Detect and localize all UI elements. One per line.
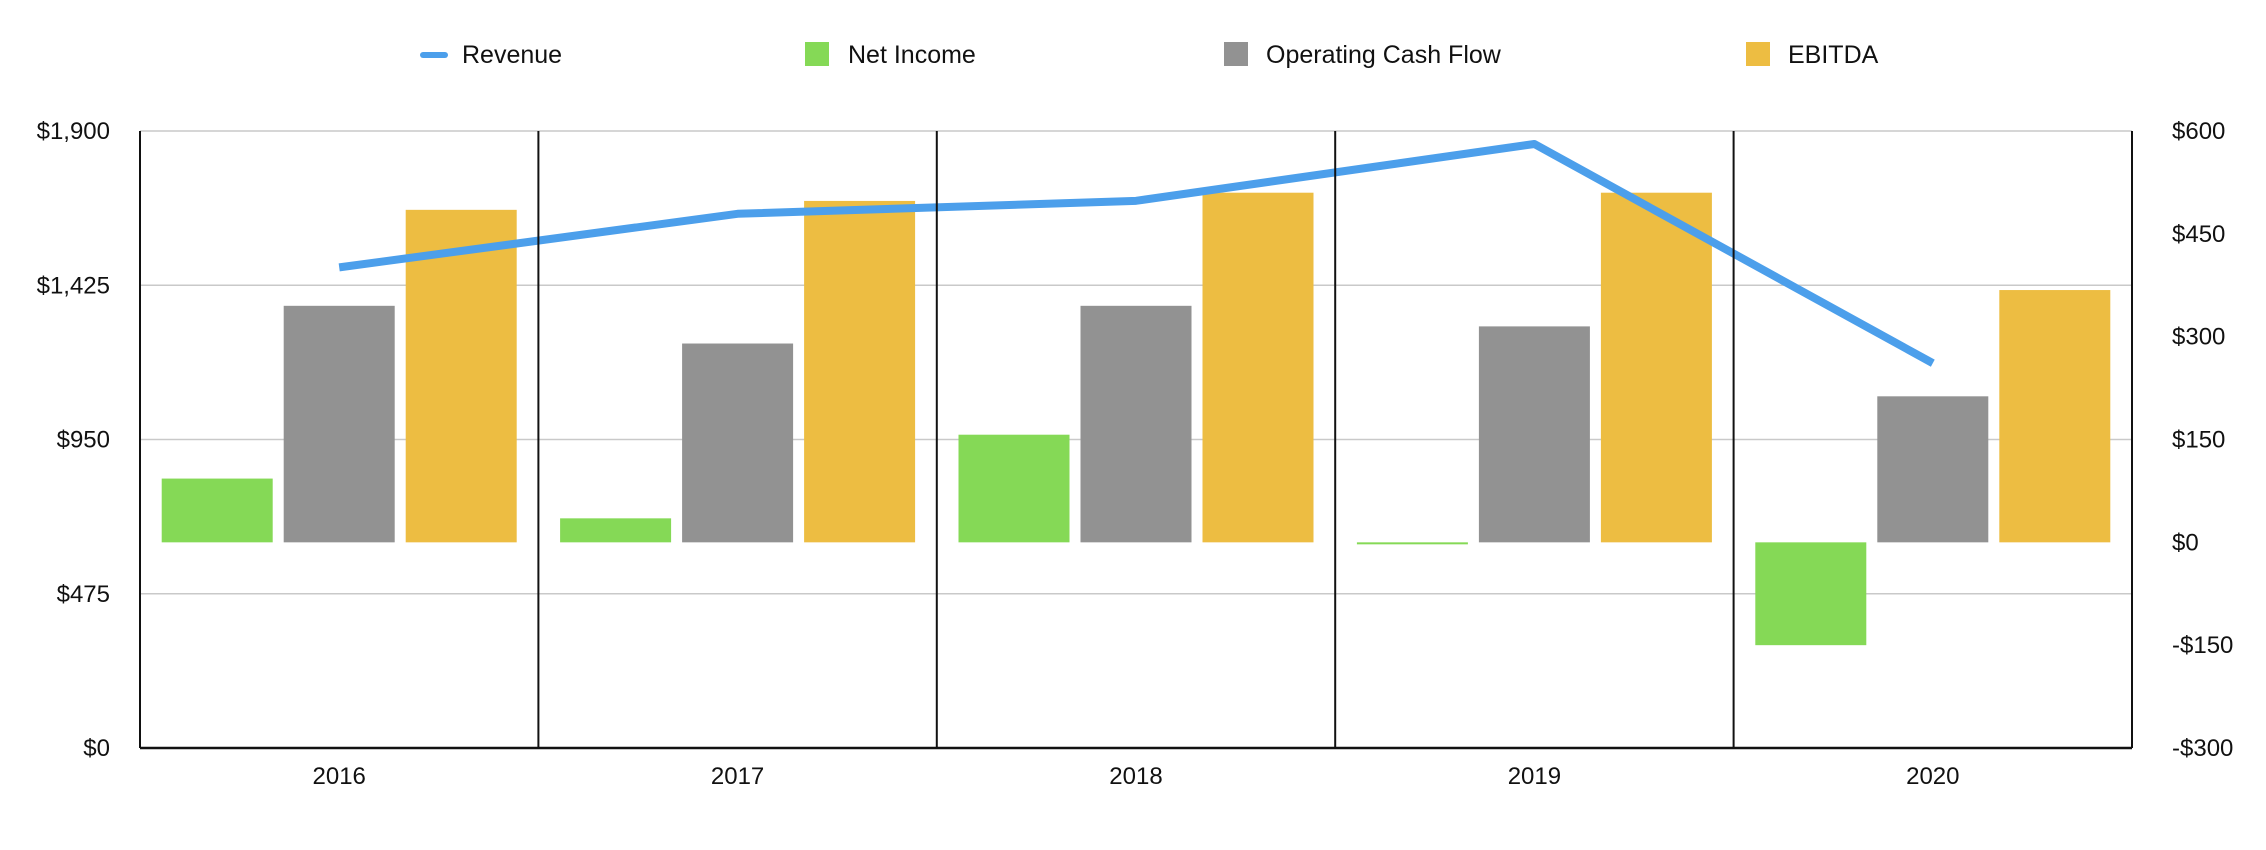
x-tick-label: 2018 xyxy=(1109,763,1162,790)
legend-label-operating-cash-flow: Operating Cash Flow xyxy=(1266,41,1502,69)
legend-label-ebitda: EBITDA xyxy=(1788,41,1879,69)
legend-item-net-income: Net Income xyxy=(805,41,976,69)
y-left-tick-label: $950 xyxy=(57,427,110,454)
bar-operating-cash-flow xyxy=(283,305,395,543)
legend-label-revenue: Revenue xyxy=(462,41,562,69)
y-axis-left: $0 $475 $950 $1,425 $1,900 xyxy=(37,118,110,762)
y-right-tick-label: $0 xyxy=(2172,529,2199,556)
legend-swatch-ebitda xyxy=(1746,42,1770,66)
legend-item-operating-cash-flow: Operating Cash Flow xyxy=(1224,41,1502,69)
bar-ebitda xyxy=(804,200,916,543)
x-tick-label: 2016 xyxy=(313,763,366,790)
legend-item-revenue: Revenue xyxy=(420,41,562,69)
bar-ebitda xyxy=(1202,192,1314,543)
y-right-tick-label: -$150 xyxy=(2172,632,2233,659)
legend-swatch-operating-cash-flow xyxy=(1224,42,1248,66)
y-axis-right: -$300 -$150 $0 $150 $300 $450 $600 xyxy=(2172,118,2233,762)
bar-net-income xyxy=(1356,542,1468,545)
y-right-tick-label: $300 xyxy=(2172,324,2225,351)
y-right-tick-label: $600 xyxy=(2172,118,2225,145)
y-left-tick-label: $0 xyxy=(83,735,110,762)
y-right-tick-label: -$300 xyxy=(2172,735,2233,762)
bar-operating-cash-flow xyxy=(682,343,794,543)
bar-ebitda xyxy=(1999,290,2111,543)
bar-operating-cash-flow xyxy=(1080,305,1192,543)
y-left-tick-label: $1,425 xyxy=(37,272,110,299)
plot-frame xyxy=(139,131,2133,750)
bar-net-income xyxy=(958,434,1070,543)
revenue-line xyxy=(338,139,1935,367)
bar-operating-cash-flow xyxy=(1478,326,1590,543)
legend-item-ebitda: EBITDA xyxy=(1746,41,1879,69)
x-tick-label: 2019 xyxy=(1508,763,1561,790)
revenue-line-layer xyxy=(338,139,1935,367)
bar-net-income xyxy=(1755,542,1867,646)
x-tick-label: 2017 xyxy=(711,763,764,790)
y-left-tick-label: $475 xyxy=(57,581,110,608)
y-right-tick-label: $450 xyxy=(2172,221,2225,248)
bar-ebitda xyxy=(1600,192,1712,543)
bars xyxy=(161,192,2111,646)
bar-net-income xyxy=(161,478,273,543)
bar-net-income xyxy=(560,518,672,543)
legend-swatch-revenue xyxy=(420,52,448,58)
x-tick-label: 2020 xyxy=(1906,763,1959,790)
legend-swatch-net-income xyxy=(805,42,829,66)
bar-ebitda xyxy=(405,209,517,543)
legend: Revenue Net Income Operating Cash Flow E… xyxy=(420,41,1879,69)
bar-operating-cash-flow xyxy=(1877,396,1989,543)
y-right-tick-label: $150 xyxy=(2172,427,2225,454)
y-left-tick-label: $1,900 xyxy=(37,118,110,145)
x-axis: 2016 2017 2018 2019 2020 xyxy=(313,763,1960,790)
legend-label-net-income: Net Income xyxy=(848,41,976,69)
